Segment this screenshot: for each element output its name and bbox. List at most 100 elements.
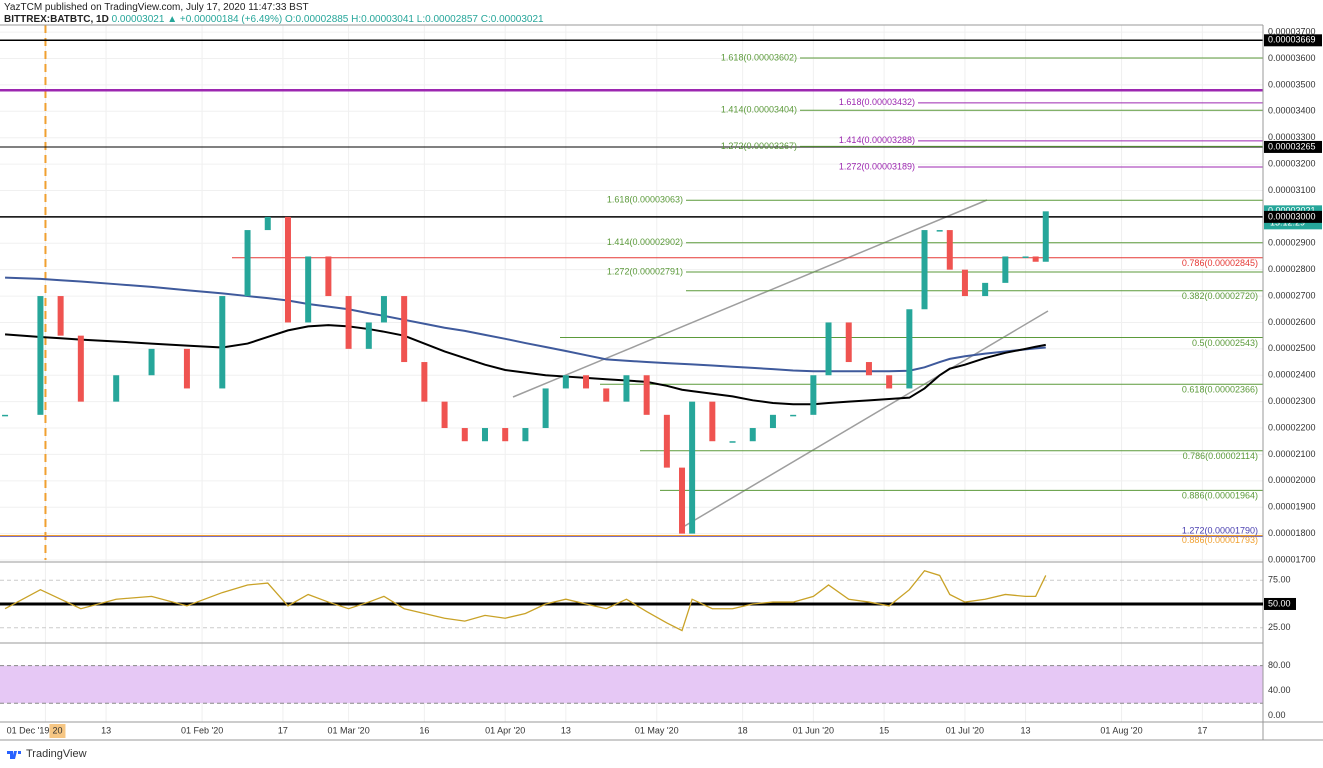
candle [729,441,736,443]
candle [461,428,468,442]
price-box-label: 0.00003021 [1268,206,1316,216]
y-tick-label: 0.00002000 [1268,475,1316,485]
y-tick-label: 0.00002700 [1268,290,1316,300]
x-tick-label: 13 [561,725,571,735]
y-tick-label: 0.00003300 [1268,132,1316,142]
candle [401,296,408,363]
footer: TradingView [6,748,87,760]
rsi-level-box [1264,597,1296,610]
candle [1022,256,1029,258]
candle [77,335,84,402]
stoch-tick-label: 40.00 [1268,685,1291,695]
x-tick-label: 20 [52,725,62,735]
fib-label: 1.272(0.00003267) [721,141,797,151]
last-price: 0.00003021 [111,14,165,25]
candle [380,296,387,323]
candle [421,362,428,402]
candle [603,388,610,402]
fib-label: 1.618(0.00003602) [721,52,797,62]
fib-label: 1.272(0.00001790) [1182,526,1258,536]
x-tick-label: 01 Jul '20 [946,725,984,735]
fib-label: 0.886(0.00001793) [1182,535,1258,545]
candle [57,296,64,336]
y-tick-label: 0.00002900 [1268,238,1316,248]
candle [345,296,352,349]
x-tick-label: 01 May '20 [635,725,679,735]
candle [946,230,953,270]
candle [769,414,776,429]
rsi-tick-label: 75.00 [1268,575,1291,585]
candle [183,348,190,389]
x-tick-label: 16 [419,725,429,735]
candle [865,362,872,376]
fib-label: 1.414(0.00003404) [721,105,797,115]
x-tick-label: 13 [101,725,111,735]
y-tick-label: 0.00003200 [1268,158,1316,168]
candle [921,230,928,310]
low: L:0.00002857 [416,14,478,25]
y-tick-label: 0.00002600 [1268,317,1316,327]
header: YazTCM published on TradingView.com, Jul… [4,2,544,26]
trend-line [682,310,1049,528]
candle [1032,256,1039,262]
trend-line [512,199,988,398]
candle [1002,256,1009,283]
symbol: BITTREX:BATBTC, 1D [4,14,109,25]
plot [0,39,1263,537]
stoch-band [0,665,1263,704]
y-tick-label: 0.00001900 [1268,502,1316,512]
candle [982,282,989,297]
symbol-line: BITTREX:BATBTC, 1D 0.00003021 ▲ +0.00000… [4,14,544,26]
candle [906,309,913,389]
candle [886,375,893,389]
candle [825,322,832,376]
y-tick-label: 0.00003500 [1268,79,1316,89]
fib-label: 0.618(0.00002366) [1182,385,1258,395]
x-tick-label: 01 Mar '20 [327,725,369,735]
candle [749,428,756,442]
fib-label: 1.414(0.00002902) [607,237,683,247]
price-box-label: 0.00003000 [1268,211,1316,221]
x-tick-label: 17 [1197,725,1207,735]
x-tick-label: 18 [738,725,748,735]
candle [2,414,9,417]
candle [1042,211,1049,262]
fib-label: 1.272(0.00002791) [607,266,683,276]
price-box-label: 0.00003265 [1268,141,1316,151]
fib-label: 1.272(0.00003189) [839,161,915,171]
candle [562,375,569,389]
y-tick-label: 0.00001800 [1268,528,1316,538]
change: ▲ +0.00000184 (+6.49%) [167,14,283,25]
candle [583,375,590,389]
logo [7,751,21,759]
candle [936,230,943,232]
y-tick-label: 0.00002500 [1268,343,1316,353]
moving-average [4,324,1046,406]
candle [244,230,251,297]
x-tick-label: 01 Aug '20 [1100,725,1142,735]
candle [542,388,549,429]
stoch-tick-label: 80.00 [1268,660,1291,670]
publish-line: YazTCM published on TradingView.com, Jul… [4,2,309,13]
y-tick-label: 0.00002800 [1268,264,1316,274]
price-box-label: 0.00003669 [1268,35,1316,45]
x-tick-label: 15 [879,725,889,735]
candle [441,401,448,429]
y-tick-label: 0.00002200 [1268,422,1316,432]
candle [37,296,44,415]
x-tick-label: 01 Dec '19 [7,725,50,735]
candle [502,428,509,442]
candle [325,256,332,297]
candle [284,216,291,323]
fib-label: 0.786(0.00002114) [1183,451,1258,461]
candle [522,428,529,442]
candle [961,269,968,297]
candle [365,322,372,349]
fib-label: 0.886(0.00001964) [1182,491,1258,501]
fib-label: 1.618(0.00003432) [839,97,915,107]
price-box [1264,34,1322,47]
price-box [1264,210,1322,223]
candle [709,401,716,442]
